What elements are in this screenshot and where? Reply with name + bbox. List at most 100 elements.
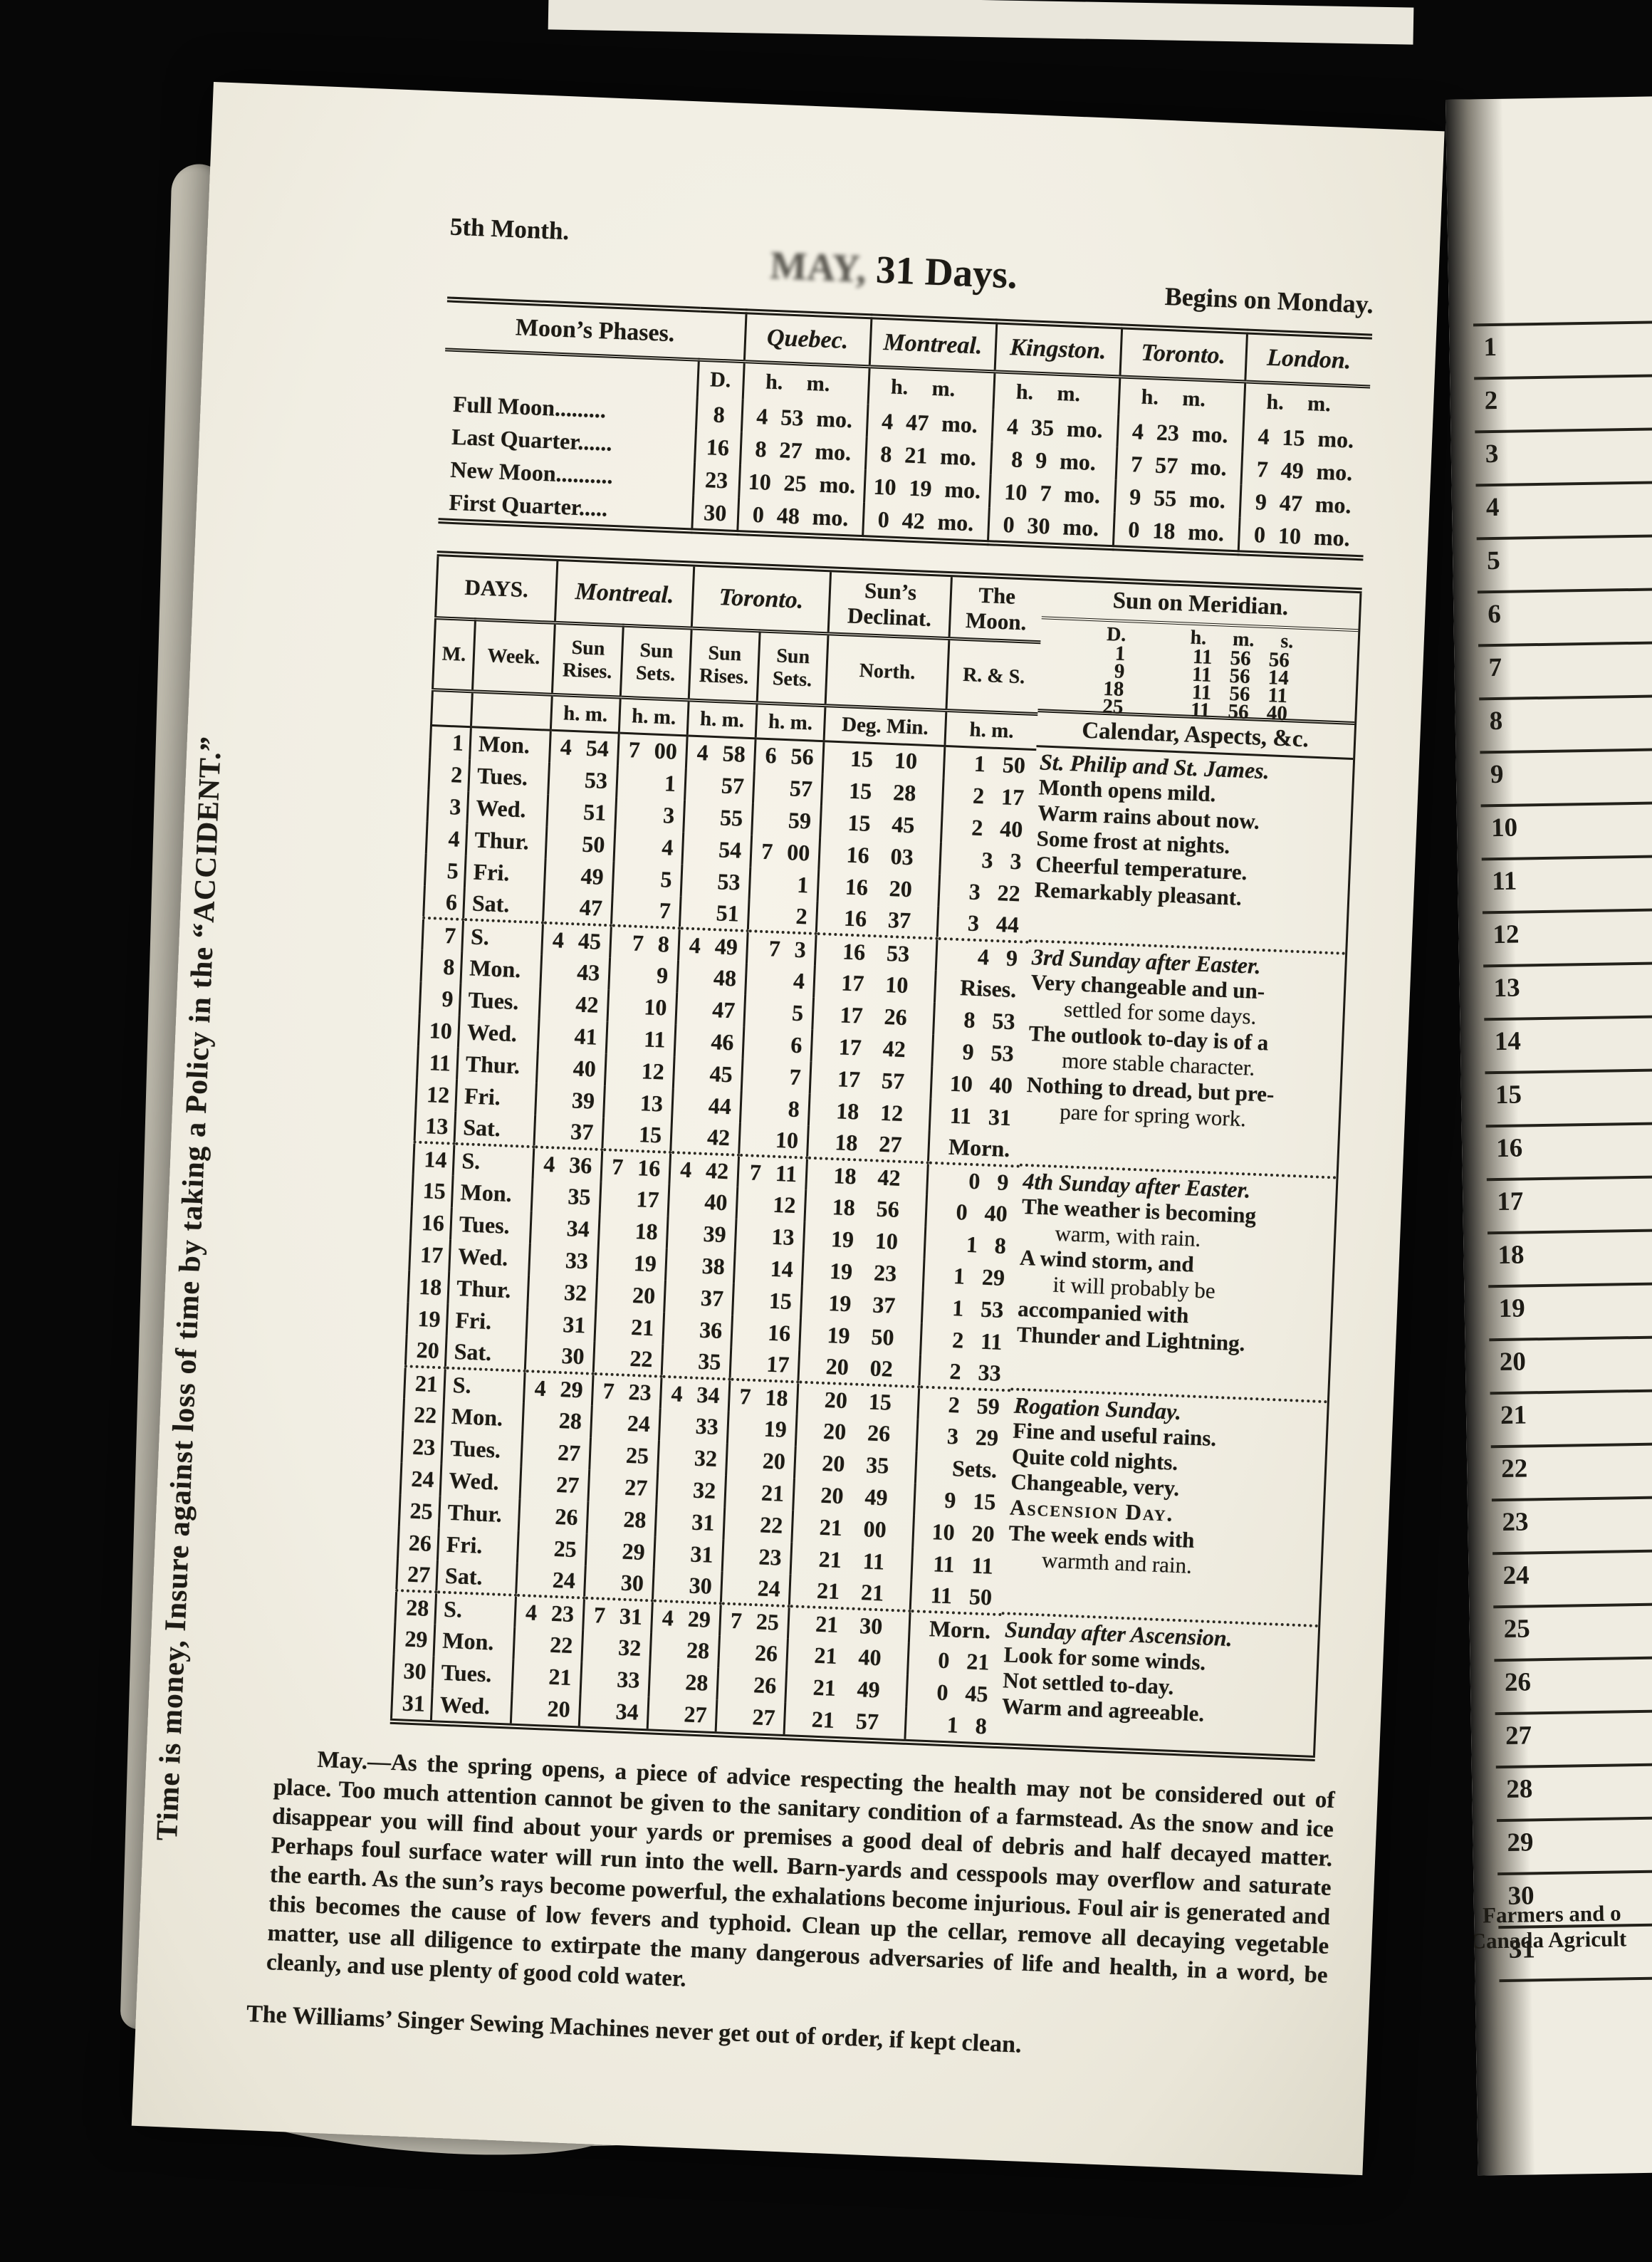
day-number: 14 — [413, 1142, 454, 1176]
memo-row: 19 — [1488, 1285, 1652, 1342]
montreal-sunset: 7 16 — [600, 1149, 671, 1184]
montreal-sunrise: 34 — [530, 1210, 600, 1246]
toronto-sunset: 57 — [753, 770, 823, 806]
day-number: 31 — [391, 1686, 433, 1720]
montreal-sunset: 3 — [615, 797, 685, 832]
montreal-sunrise: 28 — [522, 1402, 592, 1438]
toronto-sunrise: 53 — [681, 863, 751, 899]
moon-rise-set: Sets. — [915, 1450, 1008, 1486]
memo-day-number: 25 — [1503, 1614, 1531, 1644]
montreal-sunrise: 26 — [518, 1499, 588, 1534]
day-number: 19 — [407, 1301, 448, 1336]
toronto-header: Toronto. — [691, 566, 831, 634]
col-sun-sets: Sun Sets. — [757, 630, 829, 706]
weekday: S. — [461, 919, 543, 954]
col-week: Week. — [472, 619, 555, 695]
memo-row: 17 — [1486, 1178, 1652, 1235]
memo-day-number: 21 — [1500, 1400, 1527, 1431]
moon-rise-set: 11 11 — [911, 1546, 1004, 1583]
memo-day-number: 2 — [1484, 385, 1498, 416]
montreal-sunrise: 51 — [546, 794, 617, 829]
moon-rise-set: 9 15 — [914, 1482, 1007, 1518]
phase-time-montreal: 10 19 mo. — [864, 469, 990, 508]
weekday: Thur. — [439, 1495, 521, 1531]
memo-day-number: 16 — [1495, 1133, 1523, 1164]
toronto-sunrise: 38 — [665, 1248, 736, 1283]
toronto-sunset: 19 — [727, 1411, 798, 1446]
weekday: Wed. — [431, 1687, 513, 1724]
montreal-sunrise: 27 — [521, 1434, 591, 1470]
day-number: 29 — [394, 1622, 435, 1656]
toronto-sunset: 27 — [716, 1699, 785, 1734]
montreal-sunrise: 30 — [525, 1338, 595, 1374]
weekday: Thur. — [466, 823, 547, 859]
weekday: Mon. — [460, 951, 542, 986]
montreal-sunset: 19 — [597, 1245, 667, 1281]
city-header-montreal: Montreal. — [869, 316, 997, 372]
moon-rise-set: 2 40 — [941, 810, 1034, 846]
toronto-sunset: 24 — [721, 1570, 791, 1606]
montreal-sunset: 27 — [587, 1469, 658, 1505]
toronto-sunset: 13 — [735, 1219, 805, 1254]
day-number: 13 — [414, 1110, 456, 1144]
montreal-sunset: 17 — [600, 1181, 669, 1216]
sun-declination: 21 00 — [791, 1509, 914, 1547]
month-ordinal-label: 5th Month. — [449, 212, 570, 246]
page-title-days: 31 Days. — [865, 247, 1018, 297]
moon-rise-set: 9 53 — [931, 1034, 1025, 1070]
sun-declination: 17 10 — [813, 965, 936, 1003]
montreal-sunset: 24 — [590, 1405, 661, 1441]
montreal-sunrise: 32 — [527, 1274, 597, 1310]
day-number: 21 — [404, 1365, 446, 1400]
memo-day-number: 7 — [1488, 652, 1502, 683]
memo-row: 16 — [1485, 1125, 1652, 1182]
memo-row: 7 — [1478, 644, 1652, 701]
sun-declination: 19 23 — [802, 1254, 925, 1291]
day-number: 25 — [399, 1494, 441, 1528]
moon-phases-table: Moon’s Phases. Quebec. Montreal. Kingsto… — [438, 296, 1373, 561]
phase-time-london: 7 49 mo. — [1240, 452, 1368, 490]
day-number: 11 — [417, 1046, 459, 1080]
toronto-sunset: 6 56 — [754, 738, 825, 773]
memo-day-number: 5 — [1486, 546, 1500, 576]
sun-declination: 15 45 — [820, 805, 943, 843]
memo-day-number: 14 — [1494, 1026, 1522, 1057]
phase-time-london: 4 15 mo. — [1242, 419, 1369, 457]
weekday: S. — [453, 1143, 534, 1179]
weekday: Tues. — [468, 759, 550, 795]
montreal-sunset: 7 23 — [592, 1373, 662, 1409]
montreal-sunset: 30 — [584, 1565, 654, 1600]
sun-declination: 16 03 — [818, 837, 941, 875]
day-number: 6 — [423, 885, 465, 919]
montreal-sunset: 33 — [580, 1662, 650, 1696]
toronto-sunrise: 32 — [657, 1440, 728, 1475]
toronto-sunrise: 32 — [656, 1472, 726, 1507]
aspects-week-block: Rogation Sunday. Fine and useful rains. … — [1001, 1387, 1327, 1625]
day-number: 26 — [397, 1526, 439, 1560]
moon-rise-set: 11 31 — [929, 1098, 1022, 1135]
memo-row: 10 — [1480, 804, 1652, 861]
toronto-sunrise: 46 — [674, 1023, 744, 1059]
phase-time-kingston: 10 7 mo. — [988, 474, 1116, 513]
montreal-sunrise: 27 — [520, 1466, 590, 1502]
toronto-sunset: 4 — [745, 962, 815, 998]
memo-day-number: 12 — [1492, 919, 1520, 950]
phase-time-toronto: 4 23 mo. — [1117, 414, 1244, 452]
montreal-sunrise: 39 — [535, 1082, 605, 1117]
montreal-sunrise: 53 — [548, 762, 618, 798]
weekday: Mon. — [442, 1399, 524, 1435]
book-page-edge-top — [548, 0, 1414, 45]
memo-day-number: 6 — [1488, 599, 1502, 630]
sun-declination: 18 56 — [804, 1189, 927, 1226]
sun-declination: 17 42 — [811, 1029, 934, 1067]
toronto-sunrise: 40 — [668, 1184, 738, 1219]
memo-row: 2 — [1474, 377, 1652, 434]
moon-rise-set: 1 53 — [921, 1290, 1015, 1326]
city-header-london: London. — [1245, 331, 1372, 387]
memo-day-number: 22 — [1500, 1454, 1528, 1484]
weekday: Tues. — [450, 1207, 532, 1243]
sun-declination: 16 20 — [817, 869, 940, 907]
weekday: Mon. — [451, 1175, 533, 1211]
sun-declination: 19 50 — [799, 1317, 922, 1355]
city-header-toronto: Toronto. — [1119, 326, 1248, 382]
